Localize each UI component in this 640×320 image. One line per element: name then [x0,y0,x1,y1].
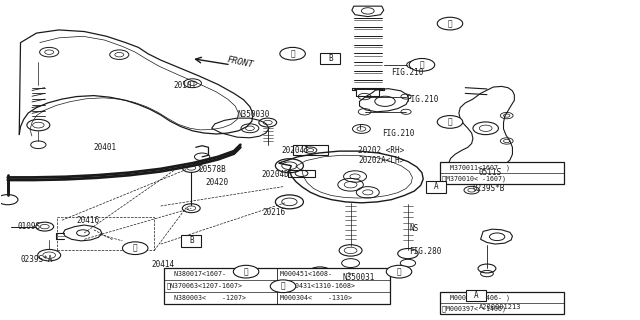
Text: 20414: 20414 [151,260,174,269]
Text: A: A [474,291,479,300]
Circle shape [437,17,463,30]
Text: FIG.210: FIG.210 [383,129,415,138]
Bar [288,170,315,178]
Text: ②: ② [281,282,285,291]
Text: M370011<1607- ): M370011<1607- ) [442,164,510,171]
Text: 20401: 20401 [94,143,117,152]
Text: 20420: 20420 [205,178,228,187]
Circle shape [409,59,435,71]
Text: M000451<1608-    >: M000451<1608- > [280,271,351,277]
Circle shape [387,265,412,278]
Text: NS: NS [409,224,419,233]
Text: 0109S: 0109S [17,222,40,231]
Text: ③: ③ [244,267,248,276]
Text: A: A [434,182,438,191]
Text: ②M000431<1310-1608>: ②M000431<1310-1608> [280,283,356,289]
Text: ①: ① [420,60,424,69]
Circle shape [270,280,296,292]
FancyBboxPatch shape [320,53,340,64]
Bar [440,162,564,184]
Text: M000439<1406- ): M000439<1406- ) [442,294,510,301]
Text: FIG.280: FIG.280 [409,247,442,257]
Text: 20202 <RH>: 20202 <RH> [358,146,404,155]
Circle shape [234,265,259,278]
Text: 0511S: 0511S [478,168,501,177]
Text: ④: ④ [448,117,452,126]
Text: 20578B: 20578B [199,165,227,174]
Circle shape [280,47,305,60]
Text: 0239S*B: 0239S*B [473,184,506,193]
Text: 20416: 20416 [77,216,100,225]
Text: N350030: N350030 [237,109,269,118]
Text: 20204D: 20204D [261,170,289,179]
Text: N380017<1607-    >: N380017<1607- > [166,271,246,277]
Text: A200001213: A200001213 [479,304,522,309]
Text: 20216: 20216 [262,208,286,217]
Text: 20101: 20101 [173,81,196,90]
FancyBboxPatch shape [466,290,486,301]
Text: B: B [189,236,193,245]
Text: ④: ④ [397,267,401,276]
Text: ⑤: ⑤ [291,49,295,58]
FancyBboxPatch shape [426,181,446,193]
Text: ①N370063<1207-1607>: ①N370063<1207-1607> [166,283,243,289]
Text: FIG.210: FIG.210 [406,95,438,104]
Text: 20204I: 20204I [282,146,310,155]
Circle shape [122,242,148,254]
Text: ③M000397< -1406): ③M000397< -1406) [442,305,506,312]
Text: N350031: N350031 [342,273,374,282]
Text: FIG.210: FIG.210 [392,68,424,77]
FancyBboxPatch shape [181,235,202,247]
Text: N380003<    -1207>: N380003< -1207> [166,295,246,301]
Text: ①: ① [133,244,138,253]
Bar [293,145,328,155]
Text: ③: ③ [317,270,323,276]
Text: 0239S*A: 0239S*A [20,255,53,264]
Bar [164,268,390,304]
Text: ④M370010< -1607): ④M370010< -1607) [442,175,506,182]
Bar [440,292,564,314]
Text: B: B [328,54,333,63]
Text: 20202A<LH>: 20202A<LH> [358,156,404,164]
Circle shape [437,116,463,128]
Text: M000304<    -1310>: M000304< -1310> [280,295,351,301]
Text: FRONT: FRONT [226,55,254,69]
Text: ③: ③ [448,19,452,28]
